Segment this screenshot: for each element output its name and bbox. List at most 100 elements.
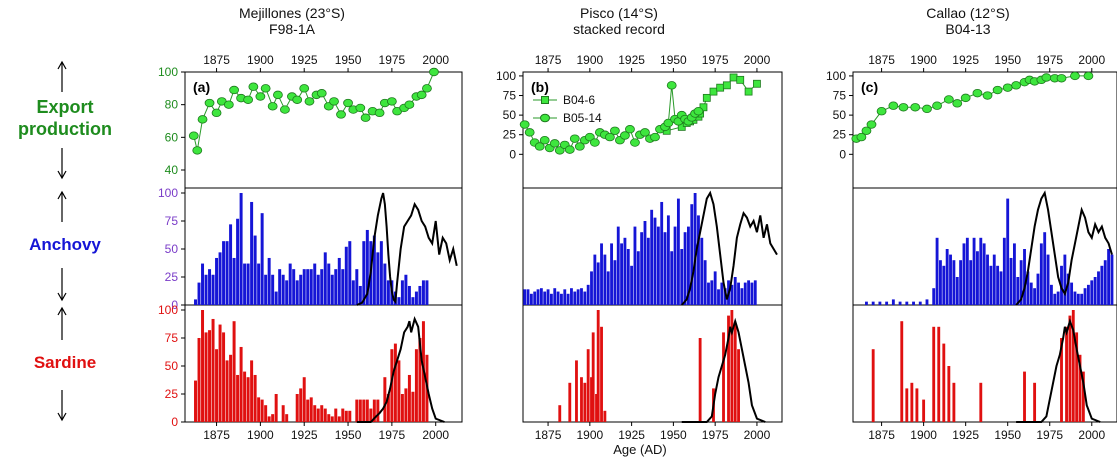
export-y-tick-label: 75: [833, 89, 847, 103]
anchovy-bar: [1023, 249, 1026, 305]
title-a-line2: F98-1A: [269, 21, 315, 37]
anchovy-bar: [640, 232, 644, 305]
top-tick-label: 1975: [702, 53, 729, 67]
sardine-up-arrow-head: [57, 306, 67, 316]
bottom-tick-label: 2000: [1078, 428, 1105, 442]
sardine-bar: [365, 399, 369, 422]
anchovy-bar: [723, 288, 727, 305]
sardine-bar: [400, 394, 404, 422]
export-point-circle: [876, 106, 887, 116]
sardine-bar: [1023, 371, 1026, 422]
anchovy-bar: [982, 243, 986, 305]
anchovy-bar: [274, 291, 278, 305]
sardine-bar: [404, 388, 408, 422]
anchovy-bar: [243, 263, 247, 305]
bottom-tick-label: 1950: [660, 428, 687, 442]
anchovy-bar: [713, 271, 717, 305]
anchovy-bar: [546, 289, 550, 305]
sardine-bar: [407, 374, 411, 422]
anchovy-bar: [1029, 282, 1033, 305]
sardine-bar: [376, 399, 380, 422]
anchovy-bar: [194, 299, 198, 305]
anchovy-bar: [733, 277, 737, 305]
anchovy-bar: [653, 217, 657, 305]
anchovy-bar: [660, 201, 664, 305]
sardine-bar: [727, 315, 730, 422]
export-point-circle: [1011, 81, 1022, 90]
export-point-circle: [416, 90, 427, 100]
x-axis-label: Age (AD): [613, 442, 667, 457]
export-point-circle: [982, 91, 993, 100]
bottom-tick-label: 1900: [576, 428, 603, 442]
export-point-circle: [554, 146, 565, 155]
sardine-bar: [1075, 332, 1079, 422]
anchovy-bar: [327, 263, 331, 305]
sardine-bar: [1078, 354, 1082, 422]
sardine-y-tick-label: 50: [165, 359, 179, 373]
anchovy-bar: [563, 289, 567, 305]
anchovy-bar: [313, 263, 317, 305]
sardine-bar: [201, 310, 205, 422]
anchovy-bar: [260, 213, 264, 305]
bottom-tick-label: 1900: [247, 428, 274, 442]
sardine-bar: [952, 382, 956, 422]
export-point-circle: [360, 113, 371, 122]
anchovy-bar: [1046, 254, 1050, 305]
export-production-label: Export production: [0, 96, 130, 140]
anchovy-bar: [1090, 280, 1094, 305]
export-point-circle: [952, 99, 963, 108]
sardine-bar: [922, 399, 926, 422]
top-tick-label: 1975: [379, 53, 406, 67]
export-point-circle: [539, 136, 550, 145]
export-line: [193, 71, 435, 151]
sardine-bar: [281, 405, 285, 422]
sardine-bar: [580, 377, 583, 422]
export-point-circle: [589, 138, 600, 147]
anchovy-bar: [383, 263, 387, 305]
sardine-bar: [568, 382, 572, 422]
export-up-arrow-head: [57, 60, 67, 70]
anchovy-bar: [421, 280, 425, 305]
anchovy-bar: [1110, 254, 1114, 305]
sardine-bar: [274, 394, 278, 422]
sardine-bar: [386, 394, 390, 422]
export-point-circle: [316, 89, 327, 98]
anchovy-bar: [891, 299, 895, 305]
anchovy-bar: [885, 301, 889, 305]
export-point-square: [709, 87, 718, 96]
bottom-tick-label: 1950: [335, 428, 362, 442]
anchovy-bar: [264, 274, 268, 305]
bottom-tick-label: 2000: [744, 428, 771, 442]
anchovy-bar: [976, 251, 979, 305]
export-point-circle: [1070, 71, 1080, 81]
export-point-circle: [898, 103, 909, 112]
export-point-circle: [640, 128, 650, 137]
bottom-tick-label: 1975: [702, 428, 729, 442]
title-a: Mejillones (23°S) F98-1A: [192, 5, 392, 37]
sardine-bar: [871, 349, 875, 422]
sardine-bar: [344, 410, 348, 422]
anchovy-bar: [687, 226, 690, 305]
sardine-bar: [575, 360, 578, 422]
anchovy-bar: [586, 284, 590, 305]
anchovy-bar: [299, 274, 303, 305]
anchovy-bar: [526, 289, 530, 305]
export-point-circle: [1002, 83, 1013, 92]
anchovy-bar: [1073, 291, 1077, 305]
legend-label-2: B05-14: [563, 111, 602, 125]
top-tick-label: 2000: [744, 53, 771, 67]
anchovy-bar: [246, 263, 250, 305]
export-point-circle: [960, 93, 971, 103]
anchovy-bar: [753, 280, 757, 305]
anchovy-bar: [656, 226, 660, 305]
sardine-bar: [316, 408, 320, 422]
panel-letter: (c): [861, 79, 878, 95]
export-y-tick-label: 75: [503, 89, 517, 103]
anchovy-bar: [636, 251, 640, 305]
anchovy-bar: [316, 274, 320, 305]
export-y-tick-label: 100: [496, 69, 516, 83]
sardine-bar: [372, 399, 376, 422]
anchovy-bar: [372, 235, 376, 305]
anchovy-bar: [1016, 277, 1020, 305]
top-tick-label: 1925: [952, 53, 979, 67]
